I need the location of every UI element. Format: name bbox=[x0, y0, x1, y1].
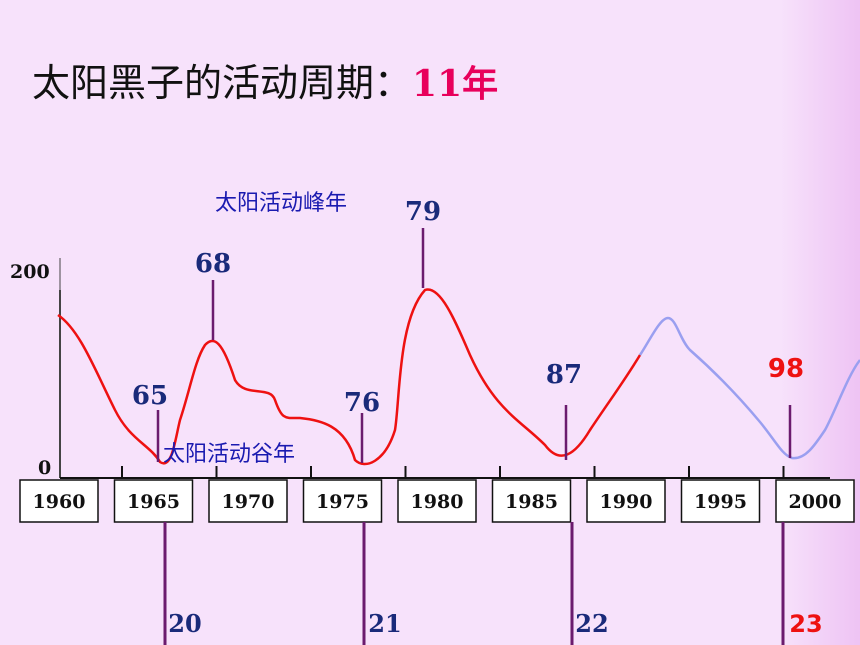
cycle-number-label: 22 bbox=[575, 609, 608, 638]
x-tick-group: 1960 1965 1970 1975 1980 1985 1990 1995 2000 bbox=[19, 466, 855, 523]
x-tick-label: 1980 bbox=[411, 491, 464, 513]
x-tick-box bbox=[208, 479, 288, 523]
x-tick-box bbox=[19, 479, 99, 523]
x-tick-label: 1985 bbox=[505, 491, 558, 513]
y-tick-label: 200 bbox=[10, 261, 50, 283]
trough-year-marker: 87 bbox=[546, 360, 582, 390]
x-tick-box bbox=[586, 479, 666, 523]
x-tick-box bbox=[397, 479, 477, 523]
x-tick-label: 1975 bbox=[316, 491, 369, 513]
trough-year-marker: 76 bbox=[344, 388, 380, 418]
x-tick-box bbox=[680, 479, 761, 523]
slide-edge-shade bbox=[780, 0, 860, 645]
sunspot-curve-observed bbox=[57, 288, 642, 466]
trough-year-label: 太阳活动谷年 bbox=[163, 442, 295, 467]
cycle-period: 11年 bbox=[412, 63, 499, 105]
x-tick-box bbox=[775, 479, 855, 523]
trough-year-marker: 65 bbox=[132, 381, 168, 411]
x-tick-box bbox=[113, 479, 194, 523]
sunspot-curve-projected bbox=[638, 316, 860, 460]
marker-group: 68 79 65 76 87 98 20 21 22 23 bbox=[132, 197, 823, 645]
y-tick-label: 0 bbox=[38, 457, 51, 479]
x-tick-label: 1995 bbox=[694, 491, 747, 513]
cycle-number-label: 21 bbox=[368, 609, 401, 638]
peak-year-marker: 68 bbox=[195, 249, 231, 279]
x-tick-box bbox=[491, 479, 572, 523]
x-tick-label: 1990 bbox=[600, 491, 653, 513]
x-tick-label: 1970 bbox=[222, 491, 275, 513]
peak-year-label: 太阳活动峰年 bbox=[215, 191, 347, 216]
title-text: 太阳黑子的活动周期： bbox=[32, 61, 413, 105]
x-tick-box bbox=[302, 479, 383, 523]
x-tick-label: 2000 bbox=[789, 491, 842, 513]
cycle-number-label: 20 bbox=[168, 609, 201, 638]
trough-year-marker: 98 bbox=[768, 354, 804, 384]
x-tick-label: 1965 bbox=[127, 491, 180, 513]
x-tick-label: 1960 bbox=[33, 491, 86, 513]
cycle-number-label: 23 bbox=[789, 610, 822, 638]
slide-background bbox=[0, 0, 815, 645]
peak-year-marker: 79 bbox=[405, 197, 441, 227]
slide-title: 太阳黑子的活动周期：11年 bbox=[32, 52, 498, 107]
